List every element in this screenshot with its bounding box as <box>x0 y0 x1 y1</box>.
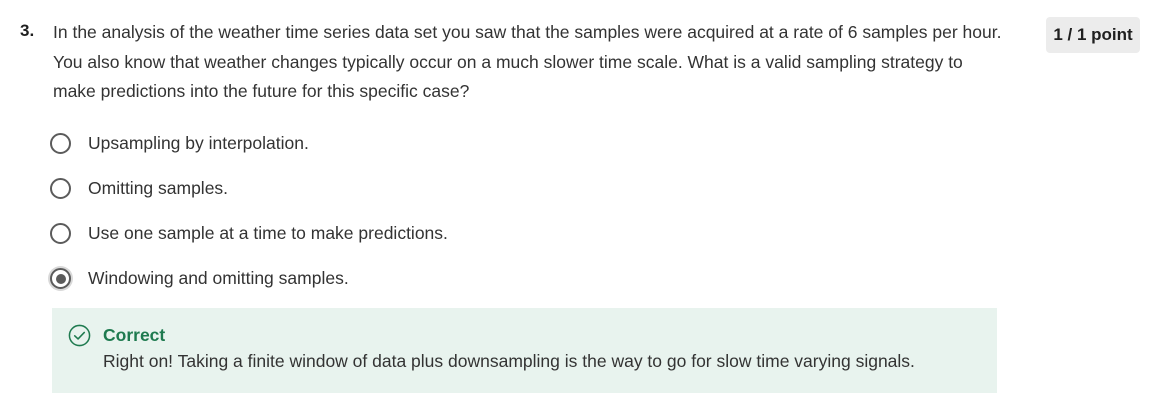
check-circle-icon <box>68 324 91 347</box>
radio-button[interactable] <box>50 133 71 154</box>
answer-options: Upsampling by interpolation. Omitting sa… <box>50 128 750 308</box>
option-omitting-samples[interactable]: Omitting samples. <box>50 173 750 204</box>
option-label: Windowing and omitting samples. <box>88 268 349 288</box>
feedback-title: Correct <box>103 325 166 345</box>
option-label: Omitting samples. <box>88 178 229 198</box>
question-number: 3. <box>20 21 35 40</box>
feedback-text: Right on! Taking a finite window of data… <box>103 351 915 371</box>
option-windowing[interactable]: Windowing and omitting samples. <box>50 263 750 294</box>
radio-button-selected[interactable] <box>50 268 71 289</box>
radio-button[interactable] <box>50 223 71 244</box>
score-badge: 1 / 1 point <box>1046 17 1140 53</box>
option-upsampling[interactable]: Upsampling by interpolation. <box>50 128 750 159</box>
option-one-sample[interactable]: Use one sample at a time to make predict… <box>50 218 750 249</box>
question-text: In the analysis of the weather time seri… <box>53 22 1002 101</box>
option-label: Use one sample at a time to make predict… <box>88 223 448 243</box>
option-label: Upsampling by interpolation. <box>88 133 309 153</box>
feedback-panel: Correct Right on! Taking a finite window… <box>52 308 997 393</box>
radio-button[interactable] <box>50 178 71 199</box>
